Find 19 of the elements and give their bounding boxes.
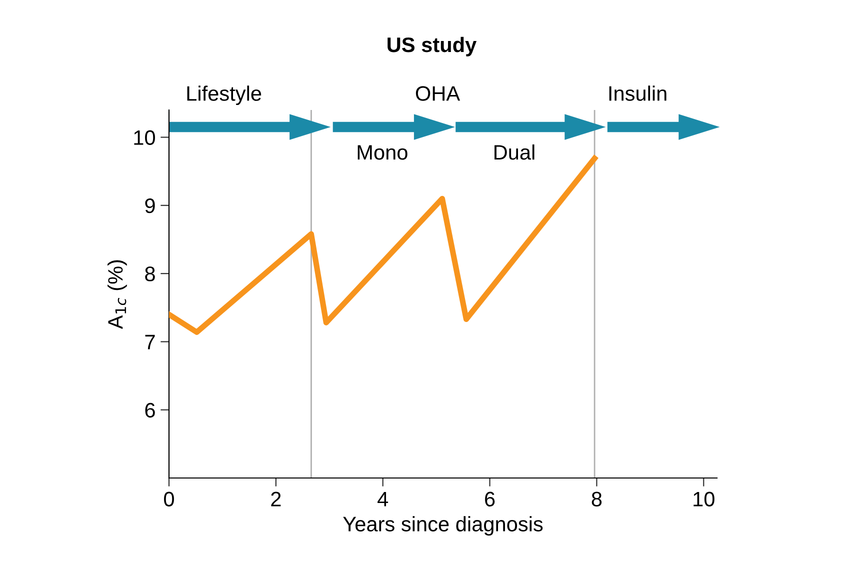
annotation: Mono (358, 145, 408, 160)
y-tick-label: 10 (134, 130, 155, 146)
x-tick-label: 6 (485, 492, 495, 506)
x-tick-label: 2 (271, 492, 281, 506)
text: Lifestyle (187, 86, 262, 105)
y-tick-label: 8 (145, 266, 155, 282)
x-tick-label: 4 (378, 492, 388, 506)
x-tick-label: 10 (694, 492, 714, 506)
text: OHA (416, 86, 460, 101)
x-tick-label: 8 (592, 492, 602, 506)
chart-title: US study (388, 36, 477, 56)
y-tick-label: 6 (145, 402, 155, 418)
y-tick-label: 7 (145, 334, 155, 350)
y-axis-title: A$_{1c}$ (%) (107, 260, 127, 330)
annotation: Dual (494, 144, 534, 160)
x-tick-label: 0 (164, 492, 174, 506)
y-tick-label: 9 (145, 198, 155, 214)
x-axis-title: Years since diagnosis (343, 516, 543, 536)
text: Insulin (609, 86, 666, 101)
